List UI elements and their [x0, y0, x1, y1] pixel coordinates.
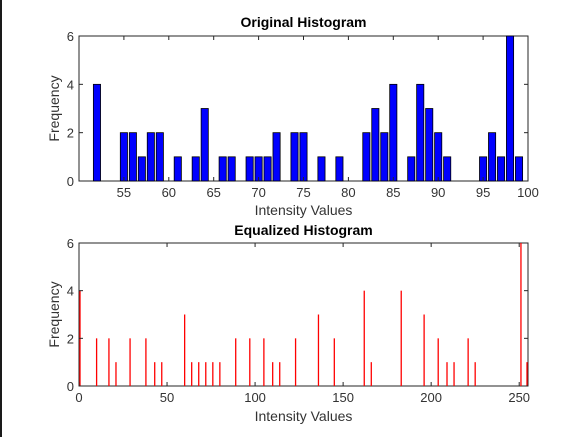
orig-bar [146, 132, 155, 182]
eq-x-tick-label: 250 [508, 390, 530, 405]
orig-bar [407, 156, 416, 182]
orig-bar [191, 156, 200, 182]
orig-y-tick-label: 6 [67, 29, 74, 44]
eq-x-tick-label: 50 [160, 390, 174, 405]
orig-bar [92, 83, 101, 182]
orig-bar [119, 132, 128, 182]
orig-bar [380, 132, 389, 182]
eq-y-tick-label: 0 [67, 379, 74, 394]
orig-x-tick-label: 95 [476, 185, 490, 200]
eq-x-tick-label: 0 [75, 390, 82, 405]
eq-chart-title: Equalized Histogram [234, 222, 372, 238]
orig-x-tick-label: 65 [206, 185, 220, 200]
orig-x-tick-label: 85 [386, 185, 400, 200]
orig-bar [488, 132, 497, 182]
orig-bar [218, 156, 227, 182]
eq-x-axis-label: Intensity Values [255, 408, 353, 424]
eq-histogram-plot: 0 50 100 150 200 250 0 2 4 6 Equalized Histogram In… [46, 222, 530, 424]
orig-bar [362, 132, 371, 182]
orig-bar [173, 156, 182, 182]
orig-histogram-plot: 55 60 65 70 75 80 85 90 95 100 0 2 4 6 Original Histog… [46, 14, 539, 218]
orig-bar [425, 108, 434, 182]
orig-x-tick-label: 55 [117, 185, 131, 200]
orig-bar [416, 83, 425, 182]
orig-bar [290, 132, 299, 182]
orig-x-tick-label: 90 [431, 185, 445, 200]
orig-y-tick-label: 2 [67, 126, 74, 141]
orig-bar [245, 156, 254, 182]
eq-y-axis-label: Frequency [46, 281, 62, 347]
orig-bar [128, 132, 137, 182]
orig-bar [443, 156, 452, 182]
orig-bar [371, 108, 380, 182]
eq-axes-box [78, 242, 529, 387]
orig-x-tick-label: 60 [162, 185, 176, 200]
orig-bar [335, 156, 344, 182]
orig-x-tick-label: 75 [296, 185, 310, 200]
window-left-edge [0, 0, 2, 437]
orig-bar [497, 156, 506, 182]
eq-x-tick-label: 200 [420, 390, 442, 405]
orig-y-axis-label: Frequency [46, 75, 62, 141]
orig-bar [506, 35, 515, 182]
orig-x-axis-label: Intensity Values [255, 202, 353, 218]
orig-bar [434, 132, 443, 182]
orig-bar [200, 108, 209, 182]
eq-y-tick-label: 2 [67, 331, 74, 346]
orig-bar [515, 156, 524, 182]
orig-bar [389, 83, 398, 182]
orig-bar [317, 156, 326, 182]
orig-bar [263, 156, 272, 182]
eq-y-tick-label: 6 [67, 236, 74, 251]
orig-x-tick-label: 100 [517, 185, 539, 200]
orig-bar [155, 132, 164, 182]
orig-bar [227, 156, 236, 182]
orig-chart-title: Original Histogram [240, 14, 366, 30]
orig-bar [299, 132, 308, 182]
eq-x-tick-label: 100 [244, 390, 266, 405]
orig-x-tick-label: 80 [341, 185, 355, 200]
orig-bar [137, 156, 146, 182]
orig-x-tick-label: 70 [251, 185, 265, 200]
eq-x-tick-label: 150 [332, 390, 354, 405]
eq-y-tick-label: 4 [67, 284, 74, 299]
orig-y-tick-label: 0 [67, 174, 74, 189]
orig-bar [272, 132, 281, 182]
orig-y-tick-label: 4 [67, 77, 74, 92]
